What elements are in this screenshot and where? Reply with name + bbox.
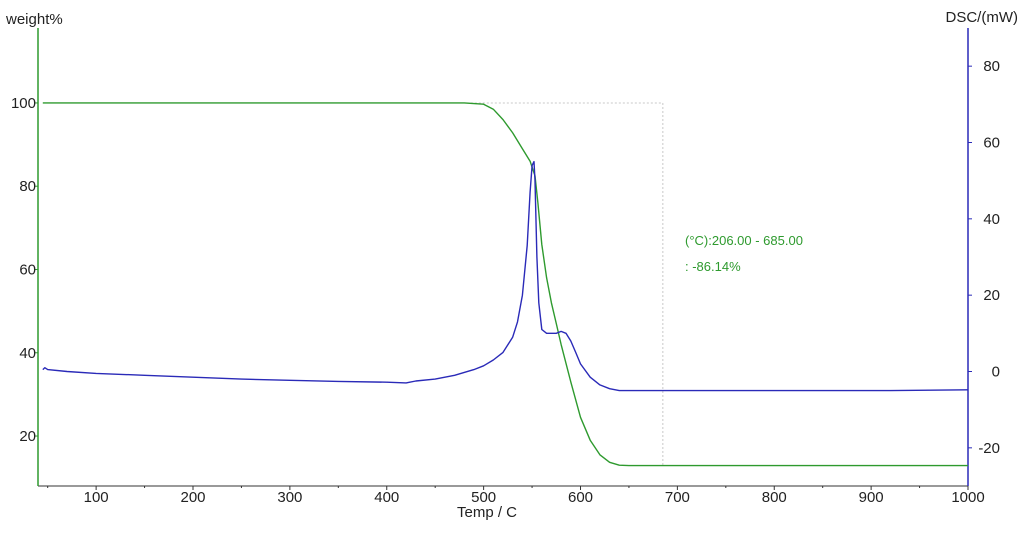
series-line-weight: [42, 102, 968, 467]
y-left-tick-label: 20: [19, 428, 36, 445]
y-right-tick-label: -20: [978, 440, 1000, 457]
y-left-tick-label: 80: [19, 178, 36, 195]
y-right-tick-label: 80: [983, 58, 1000, 75]
x-tick-label: 100: [84, 489, 109, 506]
series-line-dsc: [42, 160, 969, 392]
x-axis-title: Temp / C: [457, 504, 517, 521]
x-tick-label: 700: [665, 489, 690, 506]
x-tick-label: 200: [180, 489, 205, 506]
x-tick-label: 500: [471, 489, 496, 506]
y-left-tick-label: 60: [19, 261, 36, 278]
y-right-tick-label: 60: [983, 135, 1000, 152]
x-tick-label: 300: [277, 489, 302, 506]
x-tick-label: 600: [568, 489, 593, 506]
y-right-tick-label: 20: [983, 287, 1000, 304]
x-tick-label: 1000: [951, 489, 984, 506]
y-right-axis-title: DSC/(mW): [946, 9, 1018, 26]
x-tick-label: 800: [762, 489, 787, 506]
x-tick-label: 900: [859, 489, 884, 506]
y-right-tick-label: 40: [983, 211, 1000, 228]
y-right-tick-label: 0: [992, 364, 1000, 381]
y-left-tick-label: 40: [19, 345, 36, 362]
y-left-tick-label: 100: [11, 95, 36, 112]
range-annotation: (°C):206.00 - 685.00: [685, 233, 803, 248]
mass-loss-annotation: : -86.14%: [685, 259, 741, 274]
x-tick-label: 400: [374, 489, 399, 506]
y-left-axis-title: weight%: [5, 11, 63, 28]
